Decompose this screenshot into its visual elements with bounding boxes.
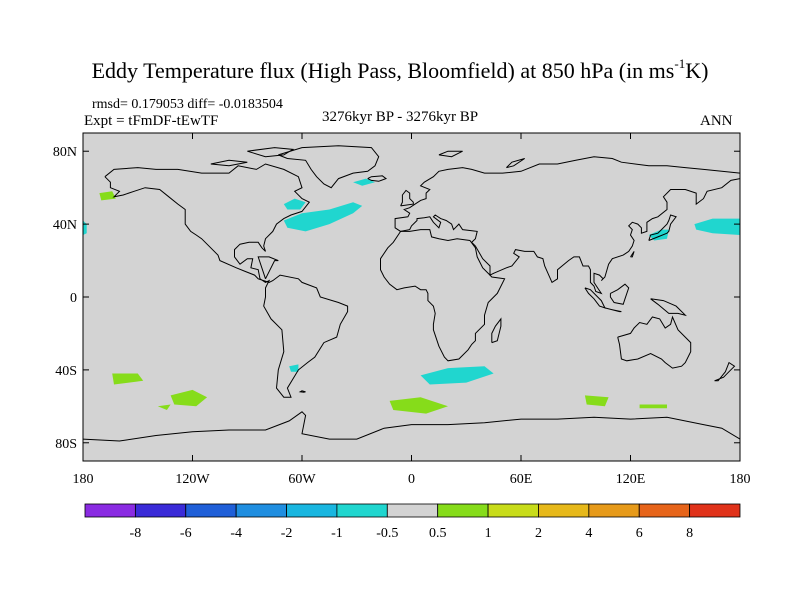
coastline-4	[380, 229, 506, 362]
coastline-16	[630, 251, 635, 258]
colorbar: -8 -6 -4 -2 -1 -0.5 0.5 1 2 4 6 8	[84, 503, 741, 541]
x-tick-label-1: 120W	[175, 472, 210, 487]
region-11	[157, 404, 171, 410]
region-14	[639, 404, 667, 409]
coastline-2	[367, 175, 388, 182]
coastline-10	[257, 256, 279, 280]
colorbar-swatch-11	[638, 503, 691, 518]
region-4	[694, 218, 740, 235]
coastline-7	[83, 411, 740, 442]
stats-text: rmsd= 0.179053 diff= -0.0183504	[92, 97, 283, 112]
coastline-12	[604, 307, 622, 313]
region-13	[584, 395, 609, 407]
colorbar-label-7: 1	[485, 526, 492, 541]
y-tick-label-0: 80N	[53, 145, 77, 160]
x-tick-label-5: 120E	[616, 472, 646, 487]
coastline-19	[438, 150, 463, 158]
colorbar-swatch-7	[437, 503, 489, 518]
region-9	[112, 373, 144, 385]
y-tick-label-3: 40S	[55, 364, 77, 379]
coastline-5	[491, 317, 502, 344]
coastline-9	[648, 214, 677, 241]
coastline-17	[247, 147, 295, 158]
colorbar-swatch-2	[185, 503, 237, 518]
colorbar-swatch-3	[235, 503, 287, 518]
coastline-20	[506, 158, 525, 169]
y-tick-label-4: 80S	[55, 437, 77, 452]
colorbar-label-8: 2	[535, 526, 542, 541]
region-6	[420, 366, 494, 385]
coastline-18	[210, 159, 248, 167]
coastline-15	[714, 361, 736, 382]
colorbar-label-9: 4	[585, 526, 592, 541]
region-10	[170, 389, 208, 407]
coastline-0	[104, 163, 349, 398]
coastline-13	[609, 283, 630, 305]
x-tick-label-6: 180	[730, 472, 751, 487]
colorbar-label-4: -1	[331, 526, 343, 541]
region-7	[289, 364, 299, 372]
coastline-21	[298, 390, 306, 393]
y-tick-label-1: 40N	[53, 218, 77, 233]
experiment-label: Expt = tFmDF-tEwTF	[84, 113, 219, 129]
colorbar-swatch-5	[336, 503, 388, 518]
y-tick-label-2: 0	[70, 291, 77, 306]
colorbar-label-11: 8	[686, 526, 693, 541]
coastline-8	[400, 189, 414, 207]
region-12	[389, 397, 448, 414]
coastline-6	[617, 315, 692, 369]
colorbar-swatch-0	[84, 503, 136, 518]
colorbar-swatch-6	[386, 503, 439, 518]
region-1	[283, 198, 306, 210]
region-8	[99, 191, 116, 201]
shaded-regions	[83, 178, 740, 414]
x-axis: 180 120W 60W 0 60E 120E 180	[73, 133, 751, 487]
region-2	[353, 178, 375, 186]
coastline-3	[394, 156, 740, 295]
x-tick-label-4: 60E	[510, 472, 533, 487]
y-axis: 80N 40N 0 40S 80S	[53, 145, 740, 452]
coastline-11	[584, 287, 606, 309]
colorbar-label-10: 6	[636, 526, 643, 541]
region-3	[648, 229, 669, 241]
colorbar-label-3: -2	[281, 526, 293, 541]
colorbar-swatch-9	[538, 503, 590, 518]
colorbar-swatch-10	[588, 503, 640, 518]
colorbar-label-6: 0.5	[429, 526, 447, 541]
colorbar-swatch-1	[134, 503, 187, 518]
colorbar-swatch-8	[487, 503, 539, 518]
colorbar-label-0: -8	[130, 526, 142, 541]
map-title: Eddy Temperature flux (High Pass, Bloomf…	[91, 56, 709, 83]
colorbar-label-1: -6	[180, 526, 192, 541]
period-label: 3276kyr BP - 3276kyr BP	[322, 109, 479, 125]
colorbar-label-2: -4	[230, 526, 242, 541]
x-tick-label-2: 60W	[288, 472, 316, 487]
colorbar-swatch-4	[286, 503, 338, 518]
x-tick-label-0: 180	[73, 472, 94, 487]
x-tick-label-3: 0	[408, 472, 415, 487]
coastline-14	[650, 298, 687, 317]
region-0	[283, 202, 363, 232]
coastlines	[83, 145, 740, 442]
colorbar-swatch-12	[689, 503, 741, 518]
coastline-1	[278, 145, 380, 189]
colorbar-label-5: -0.5	[376, 526, 398, 541]
season-label: ANN	[700, 113, 733, 129]
